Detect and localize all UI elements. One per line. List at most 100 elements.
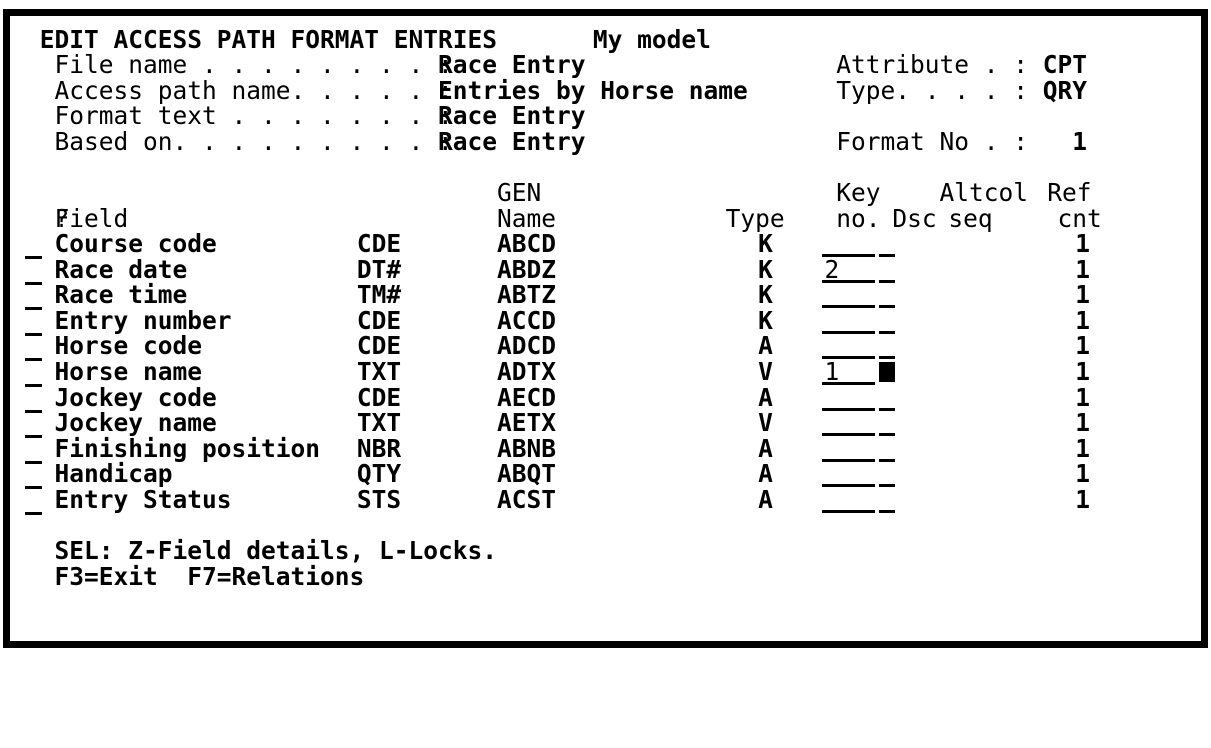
type-label: Type. . . . :: [836, 76, 1029, 105]
key-type: A: [758, 331, 773, 360]
field-name: Horse code: [54, 331, 203, 360]
gen-name: ADCD: [497, 331, 557, 360]
table-row: Finishing position NBR ABNB A 1: [25, 434, 1190, 464]
key-no-input[interactable]: [821, 436, 875, 462]
based-on-value: Race Entry: [438, 127, 586, 156]
format-no-value: 1: [1072, 127, 1088, 156]
table-row: Jockey name TXT AETX V 1: [25, 408, 1190, 438]
format-text-row: Format text . . . . . . . : Race Entry: [25, 103, 1190, 129]
dsc-input[interactable]: [879, 257, 896, 283]
selection-input[interactable]: [25, 282, 42, 310]
ref-cnt: 1: [1075, 255, 1090, 284]
dsc-input[interactable]: [879, 385, 896, 411]
field-type-code: CDE: [356, 229, 402, 258]
attribute-label: Attribute . :: [836, 50, 1029, 79]
selection-input[interactable]: [25, 359, 42, 387]
key-type: A: [758, 485, 773, 514]
field-type-code: DT#: [356, 255, 402, 284]
gen-name: ADTX: [497, 357, 557, 386]
dsc-input[interactable]: [879, 461, 896, 487]
gen-name: ACCD: [497, 306, 557, 335]
key-no-input[interactable]: [821, 487, 875, 513]
field-type-code: QTY: [356, 459, 402, 488]
gen-name: ABCD: [497, 229, 557, 258]
selection-input[interactable]: [25, 487, 42, 515]
col-header-key: Key: [836, 178, 881, 207]
col-header-seq: seq: [948, 204, 993, 233]
ref-cnt: 1: [1075, 229, 1090, 258]
field-type-code: CDE: [356, 331, 402, 360]
table-row: Horse name TXT ADTX V 1 1: [25, 357, 1190, 387]
field-name: Course code: [54, 229, 217, 258]
field-type-code: STS: [356, 485, 402, 514]
file-name-row: File name . . . . . . . . : Race Entry A…: [25, 52, 1190, 78]
selection-input[interactable]: [25, 461, 42, 489]
dsc-input[interactable]: [879, 282, 896, 308]
dsc-input[interactable]: [879, 333, 896, 359]
key-no-input[interactable]: 2: [821, 257, 875, 283]
access-path-row: Access path name. . . . . : Entries by H…: [25, 78, 1190, 104]
table-row: Jockey code CDE AECD A 1: [25, 383, 1190, 413]
col-header-key-no: no.: [836, 204, 881, 233]
field-name: Entry number: [54, 306, 232, 335]
ref-cnt: 1: [1075, 485, 1090, 514]
key-no-input[interactable]: [821, 461, 875, 487]
dsc-input[interactable]: [879, 308, 896, 334]
ref-cnt: 1: [1075, 306, 1090, 335]
gen-name: ACST: [497, 485, 557, 514]
selection-input[interactable]: [25, 231, 42, 259]
key-no-input[interactable]: 1: [821, 359, 875, 385]
selection-input[interactable]: [25, 436, 42, 464]
dsc-input[interactable]: [879, 231, 896, 257]
table-header-row-2: ? Field Name Type no. Dsc seq cnt: [25, 206, 1190, 232]
table-row: Horse code CDE ADCD A 1: [25, 331, 1190, 361]
key-no-input[interactable]: [821, 282, 875, 308]
dsc-input[interactable]: [879, 487, 896, 513]
col-header-cnt: cnt: [1057, 204, 1102, 233]
selection-input[interactable]: [25, 410, 42, 438]
field-type-code: NBR: [356, 434, 402, 463]
key-type: A: [758, 459, 773, 488]
col-header-name: Name: [497, 204, 557, 233]
ref-cnt: 1: [1075, 383, 1090, 412]
col-header-dsc: Dsc: [892, 204, 937, 233]
key-type: A: [758, 434, 773, 463]
gen-name: ABNB: [497, 434, 557, 463]
key-type: V: [758, 408, 773, 437]
col-header-gen: GEN: [497, 178, 542, 207]
table-row: Handicap QTY ABQT A 1: [25, 459, 1190, 489]
key-no-input[interactable]: [821, 385, 875, 411]
key-type: K: [758, 306, 773, 335]
key-no-input[interactable]: [821, 410, 875, 436]
field-name: Race time: [54, 280, 188, 309]
selection-input[interactable]: [25, 257, 42, 285]
based-on-label: Based on. . . . . . . . . :: [54, 127, 453, 156]
col-header-field: Field: [54, 204, 129, 233]
sel-options-text: SEL: Z-Field details, L-Locks.: [54, 536, 498, 565]
field-name: Entry Status: [54, 485, 232, 514]
field-name: Jockey code: [54, 383, 217, 412]
key-type: A: [758, 383, 773, 412]
col-header-sel: ?: [54, 204, 70, 233]
key-no-input[interactable]: [821, 231, 875, 257]
selection-input[interactable]: [25, 385, 42, 413]
table-header-row-1: GEN Key Altcol Ref: [25, 180, 1190, 206]
key-no-input[interactable]: [821, 333, 875, 359]
dsc-input[interactable]: [879, 410, 896, 436]
field-type-code: TM#: [356, 280, 402, 309]
table-row: Race date DT# ABDZ K 2 1: [25, 255, 1190, 285]
access-path-label: Access path name. . . . . :: [54, 76, 453, 105]
dsc-input[interactable]: [879, 436, 896, 462]
model-name: My model: [592, 25, 711, 54]
field-type-code: TXT: [356, 357, 402, 386]
gen-name: ABTZ: [497, 280, 557, 309]
file-name-label: File name . . . . . . . . :: [54, 50, 453, 79]
ref-cnt: 1: [1075, 331, 1090, 360]
ref-cnt: 1: [1075, 459, 1090, 488]
selection-input[interactable]: [25, 308, 42, 336]
dsc-input-cursor[interactable]: [879, 362, 896, 382]
field-name: Finishing position: [54, 434, 321, 463]
key-no-input[interactable]: [821, 308, 875, 334]
field-name: Horse name: [54, 357, 203, 386]
selection-input[interactable]: [25, 333, 42, 361]
